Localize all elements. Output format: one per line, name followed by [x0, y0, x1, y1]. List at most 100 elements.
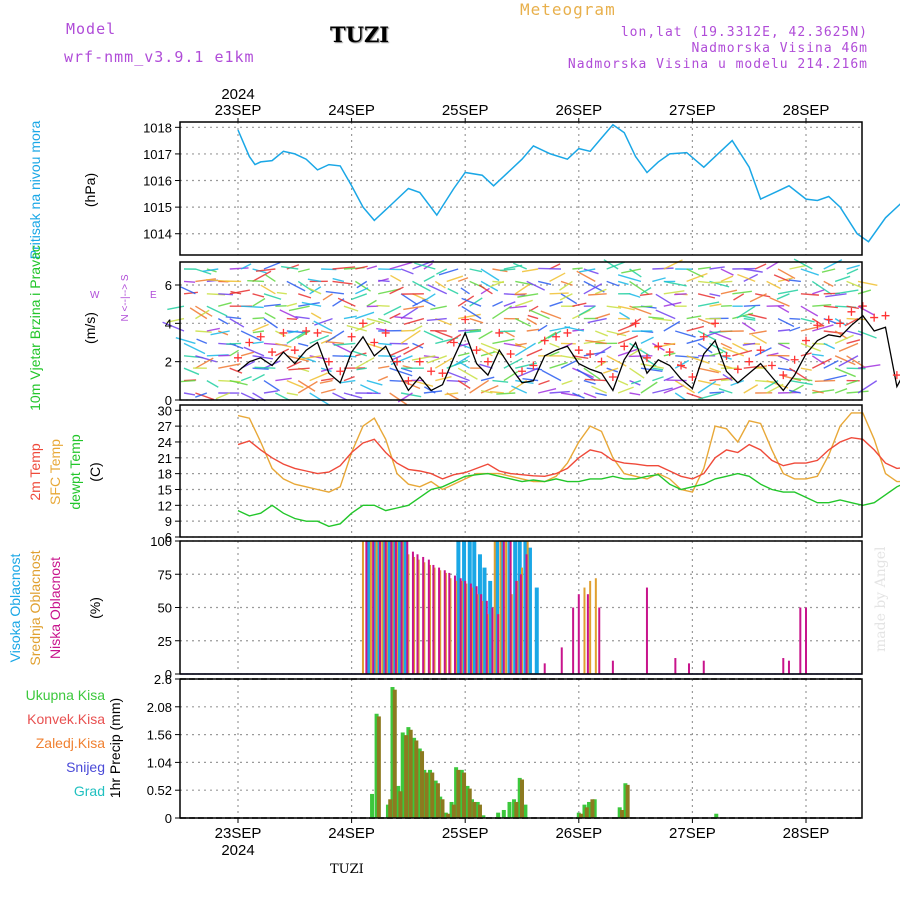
cloud-bar-high [472, 541, 477, 674]
precip-bar-total [475, 801, 480, 818]
wind-vector [559, 293, 573, 301]
cloud-bar-mid [583, 587, 586, 674]
temp-2m-label: 2m Temp [27, 443, 43, 501]
wind-vector [522, 377, 539, 382]
wind-vector [241, 305, 264, 309]
wind-vector [743, 273, 759, 283]
wind-vector [594, 345, 612, 357]
wind-vector [195, 309, 210, 320]
wind-vector [652, 277, 666, 283]
wind-vector [166, 317, 185, 323]
cloud-bar-low [443, 570, 446, 674]
wind-gust-marker [847, 307, 856, 316]
wind-vector [355, 357, 375, 369]
wind-vector [846, 280, 863, 289]
wind-vector [206, 379, 219, 388]
precip-bar-total [512, 799, 517, 818]
wind-vector [377, 375, 389, 382]
precip-bar-total [385, 804, 390, 818]
precip-bar-total [449, 801, 454, 818]
cloud-bar-mid [385, 541, 388, 674]
wind-vector [403, 342, 425, 355]
wind-vector [376, 327, 390, 332]
wind-vector [325, 290, 345, 295]
wind-gust-marker [563, 328, 572, 337]
cloud-bar-high [507, 541, 512, 674]
wind-vector [435, 375, 452, 382]
wind-gust-marker [552, 332, 561, 341]
wind-vector [430, 305, 447, 311]
wind-vector [202, 268, 219, 273]
precip-bar-total [496, 812, 501, 818]
cloud-bar-mid [381, 541, 384, 674]
wind-vector [263, 380, 280, 392]
y-tick-label: 0 [165, 667, 172, 682]
wind-vector [286, 317, 298, 320]
wind-gust-marker [688, 373, 697, 381]
wind-vector [515, 299, 533, 307]
cloud-bar-high [482, 567, 487, 674]
cloud-bar-low [427, 559, 430, 674]
wind-vector [366, 317, 385, 324]
wind-vector [320, 388, 336, 394]
cloud-bar-high [372, 541, 377, 674]
wind-vector [834, 367, 856, 378]
precip-bar-total [465, 785, 470, 818]
precip-bar-total [400, 732, 405, 818]
wind-gust-marker [779, 371, 788, 380]
panel-frame-pressure [179, 121, 863, 256]
cloud-bar-low [485, 600, 488, 674]
wind-vector [617, 386, 634, 394]
cloud-bar-low [702, 660, 705, 674]
cloud-bar-high [467, 541, 472, 674]
wind-vector [175, 337, 196, 345]
wind-vector [412, 325, 423, 332]
panel-frames [179, 121, 863, 819]
panel-frame-wind [179, 261, 863, 401]
wind-vector [777, 317, 795, 328]
wind-vector [697, 301, 720, 307]
wind-vector [846, 390, 869, 394]
cloud-bar-high [392, 541, 397, 674]
precip-bar-total [433, 780, 438, 818]
precip-bar-total [390, 687, 395, 818]
y-tick-label: 2 [165, 355, 172, 370]
wind-series-label: 10m Vjetar Brzina i Pravac [27, 245, 43, 411]
wind-vector [541, 369, 562, 382]
wind-vector [697, 293, 716, 299]
wind-vector [652, 317, 673, 322]
cloud-bar-low [379, 541, 381, 674]
wind-vector [769, 297, 790, 307]
wind-vector [606, 305, 622, 309]
precip-bar-total [406, 727, 411, 818]
bottom-date-label: 25SEP [442, 825, 489, 842]
cloud-bar-low [365, 541, 368, 674]
wind-vector [389, 346, 410, 357]
wind-vector [629, 348, 642, 357]
cloud-bar-mid [455, 580, 458, 674]
wind-vector [686, 392, 704, 400]
wind-vector [281, 265, 299, 270]
wind-gust-marker [642, 353, 651, 362]
precip-bar-total [517, 777, 522, 818]
wind-vector [846, 330, 863, 336]
wind-vector [298, 342, 309, 347]
precip-bar-mixed [625, 784, 630, 818]
wind-vector [189, 307, 208, 320]
wind-gust-marker [381, 328, 390, 337]
wind-vector [811, 357, 832, 369]
wind-vector [435, 330, 453, 339]
wind-vector [686, 272, 708, 283]
wind-vector [511, 385, 528, 394]
sfc-temp-line [237, 412, 900, 493]
wind-vector [286, 355, 310, 362]
cloud-bar-low [543, 663, 546, 674]
wind-vector [585, 339, 607, 345]
wind-vector [629, 367, 645, 379]
coordinates: lon,lat (19.3312E, 42.3625N) [620, 25, 868, 40]
wind-vector [823, 305, 838, 309]
wind-vector [564, 325, 584, 332]
y-tick-label: 0 [165, 811, 172, 826]
wind-vector [514, 342, 527, 347]
wind-gust-marker [881, 311, 890, 320]
